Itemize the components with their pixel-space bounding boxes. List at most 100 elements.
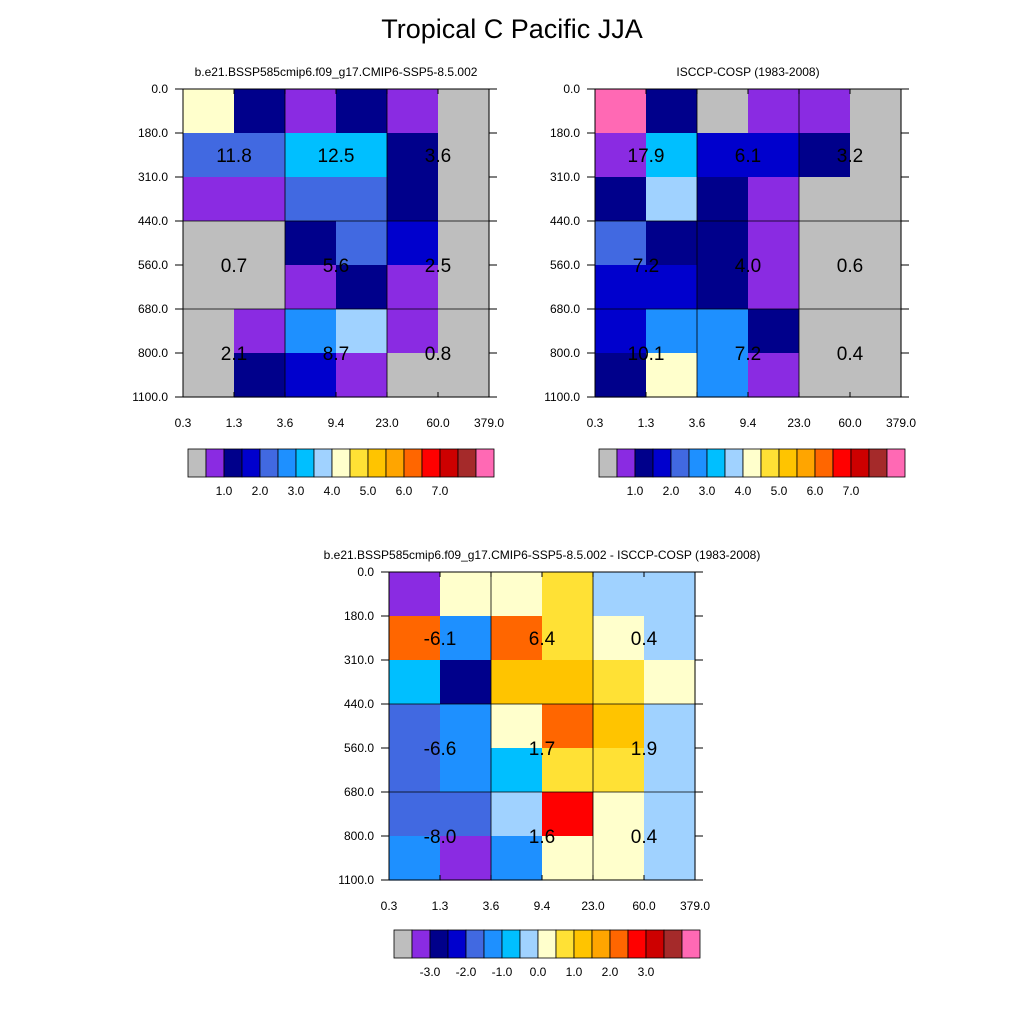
heatmap-cell [285, 309, 337, 354]
heatmap-cell [593, 748, 645, 793]
heatmap-cell [440, 660, 492, 705]
colorbar-box [501, 929, 521, 959]
colorbar-box [483, 929, 503, 959]
heatmap-cell [697, 265, 749, 310]
x-tick-label: 23.0 [581, 899, 605, 913]
colorbar-label: 2.0 [663, 484, 680, 498]
colorbar-box [447, 929, 467, 959]
heatmap-cell [697, 353, 749, 398]
heatmap-cell [593, 836, 645, 881]
heatmap-cell [389, 792, 441, 837]
heatmap-cell [336, 177, 388, 222]
heatmap-cell [285, 221, 337, 266]
y-tick-label: 310.0 [138, 170, 168, 184]
heatmap-cell [595, 265, 647, 310]
heatmap-cell [799, 265, 851, 310]
box-value-label: 7.2 [735, 344, 761, 365]
heatmap-cell [697, 177, 749, 222]
panel-title: ISCCP-COSP (1983-2008) [676, 65, 819, 79]
heatmap-cell [285, 353, 337, 398]
heatmap-cell [595, 177, 647, 222]
box-value-label: 6.1 [735, 146, 761, 167]
colorbar-label: 0.0 [530, 965, 547, 979]
heatmap-cell [387, 309, 439, 354]
heatmap-cell [748, 353, 800, 398]
x-tick-label: 379.0 [680, 899, 710, 913]
x-tick-label: 9.4 [740, 416, 757, 430]
x-tick-label: 3.6 [689, 416, 706, 430]
colorbar-box [573, 929, 593, 959]
x-tick-label: 0.3 [175, 416, 192, 430]
heatmap-cell [542, 572, 594, 617]
box-value-label: 11.8 [216, 146, 252, 167]
heatmap-cell [593, 616, 645, 661]
colorbar-label: -3.0 [420, 965, 441, 979]
panel-model: b.e21.BSSP585cmip6.f09_g17.CMIP6-SSP5-8.… [132, 65, 504, 498]
heatmap-cell [389, 836, 441, 881]
colorbar-box [223, 448, 243, 478]
colorbar-label: 2.0 [252, 484, 269, 498]
y-tick-label: 560.0 [138, 258, 168, 272]
colorbar-label: 4.0 [735, 484, 752, 498]
heatmap-cell [646, 89, 698, 134]
colorbar-box [688, 448, 708, 478]
x-tick-label: 379.0 [474, 416, 504, 430]
heatmap-cell [593, 660, 645, 705]
heatmap-cell [542, 792, 594, 837]
colorbar-box [277, 448, 297, 478]
box-value-label: 6.4 [529, 629, 556, 650]
colorbar-box [465, 929, 485, 959]
heatmap-cell [542, 704, 594, 749]
heatmap-cell [387, 353, 439, 398]
y-tick-label: 180.0 [138, 126, 168, 140]
heatmap-cell [234, 265, 286, 310]
colorbar-box [652, 448, 672, 478]
colorbar-label: 6.0 [396, 484, 413, 498]
colorbar-box [457, 448, 477, 478]
box-value-label: 1.6 [529, 827, 555, 848]
colorbar-label: 2.0 [602, 965, 619, 979]
colorbar-box [537, 929, 557, 959]
heatmap-cell [387, 133, 439, 178]
heatmap-cell [183, 265, 235, 310]
y-tick-label: 440.0 [344, 697, 374, 711]
panel-difference: b.e21.BSSP585cmip6.f09_g17.CMIP6-SSP5-8.… [324, 548, 761, 979]
heatmap-cell [697, 309, 749, 354]
y-tick-label: 440.0 [138, 214, 168, 228]
heatmap-cell [799, 133, 851, 178]
colorbar-box [670, 448, 690, 478]
heatmap-cell [285, 265, 337, 310]
heatmap-cell [850, 221, 902, 266]
heatmap-cell [285, 177, 337, 222]
heatmap-cell [285, 89, 337, 134]
heatmap-cell [595, 133, 647, 178]
colorbar-box [411, 929, 431, 959]
heatmap-cell [336, 89, 388, 134]
heatmap-cell [438, 221, 490, 266]
heatmap-cell [183, 309, 235, 354]
heatmap-cell [389, 704, 441, 749]
x-tick-label: 379.0 [886, 416, 916, 430]
colorbar-label: 1.0 [216, 484, 233, 498]
heatmap-cell [748, 177, 800, 222]
box-value-label: 0.4 [631, 629, 658, 650]
colorbar-box [313, 448, 333, 478]
x-tick-label: 3.6 [277, 416, 294, 430]
colorbar-box [393, 929, 413, 959]
colorbar-box [760, 448, 780, 478]
heatmap-cell [491, 748, 543, 793]
heatmap-cell [595, 353, 647, 398]
x-tick-label: 3.6 [483, 899, 500, 913]
box-value-label: 4.0 [735, 256, 761, 277]
colorbar-box [205, 448, 225, 478]
y-tick-label: 680.0 [138, 302, 168, 316]
colorbar-box [187, 448, 207, 478]
box-value-label: -6.6 [424, 739, 457, 760]
y-tick-label: 0.0 [151, 82, 168, 96]
x-tick-label: 23.0 [375, 416, 399, 430]
colorbar-box [778, 448, 798, 478]
colorbar-label: -2.0 [456, 965, 477, 979]
colorbar-box [429, 929, 449, 959]
y-tick-label: 180.0 [344, 609, 374, 623]
heatmap-cell [336, 221, 388, 266]
